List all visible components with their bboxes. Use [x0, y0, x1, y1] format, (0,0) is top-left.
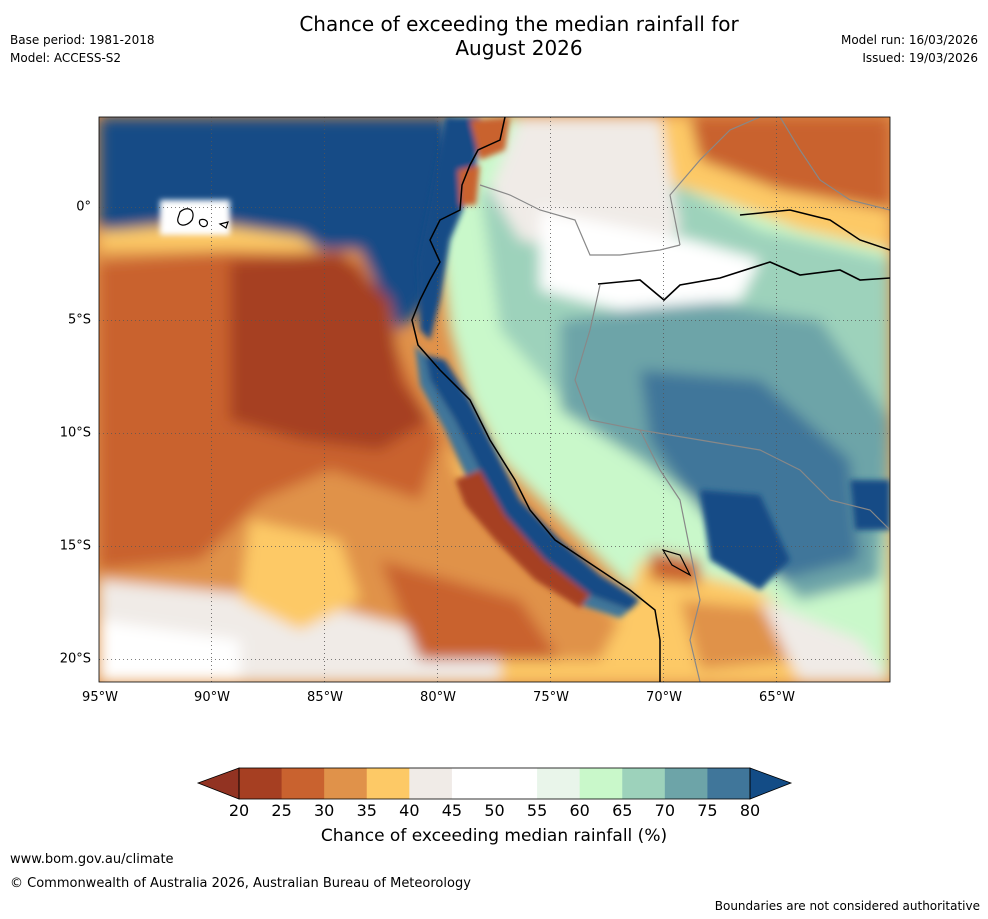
colorbar-label: Chance of exceeding median rainfall (%) [320, 826, 668, 846]
rainfall-probability-field [99, 117, 890, 682]
colorbar-tick-label: 35 [356, 801, 377, 820]
lat-label-20s: 20°S [59, 651, 91, 667]
colorbar-tick-label: 25 [271, 801, 292, 820]
lake-titicaca [661, 548, 692, 577]
colorbar-segment [239, 768, 283, 799]
galapagos-islet [218, 221, 229, 229]
colorbar-segment [409, 768, 453, 799]
colorbar-segment [451, 768, 495, 799]
issued-date: Issued: 19/03/2026 [862, 51, 978, 65]
amazon-river [597, 261, 890, 302]
colorbar-tick-label: 20 [228, 801, 250, 820]
colorbar-segments [239, 768, 751, 799]
lat-label-0: 0° [76, 199, 91, 215]
meta-right: Model run: 16/03/2026 Issued: 19/03/2026 [841, 31, 978, 67]
meta-left: Base period: 1981-2018 Model: ACCESS-S2 [10, 31, 155, 67]
map-frame [98, 116, 891, 683]
colorbar-tick-label: 55 [526, 801, 548, 820]
colorbar-segment [324, 768, 368, 799]
colorbar-frame [238, 767, 751, 800]
colorbar-tick-label: 70 [654, 801, 676, 820]
colorbar-segment [494, 768, 538, 799]
colorbar-segment [537, 768, 581, 799]
colorbar-tick-label: 40 [399, 801, 420, 820]
colorbar-segment [622, 768, 666, 799]
boundaries-disclaimer: Boundaries are not considered authoritat… [714, 899, 980, 913]
lat-label-10s: 10°S [59, 425, 91, 441]
model-name: Model: ACCESS-S2 [10, 51, 122, 65]
colorbar-segment [579, 768, 623, 799]
lat-label-15s: 15°S [59, 538, 91, 554]
lon-label-70w: 70°W [646, 690, 682, 705]
lon-label-75w: 75°W [533, 690, 569, 705]
chart-title: Chance of exceeding the median rainfall … [0, 12, 988, 60]
website-link[interactable]: www.bom.gov.au/climate [10, 852, 174, 867]
colorbar-segment [366, 768, 410, 799]
colorbar-segment [664, 768, 708, 799]
lon-label-95w: 95°W [82, 690, 118, 705]
lat-label-5s: 5°S [67, 312, 91, 328]
colorbar-segment [707, 768, 751, 799]
country-borders [479, 117, 890, 682]
colorbar-tick-label: 50 [484, 801, 505, 820]
colorbar-under-arrow [196, 767, 240, 800]
colorbar-segment [281, 768, 325, 799]
colorbar-tick-label: 80 [739, 801, 761, 820]
galapagos-island-small [198, 218, 209, 228]
coastlines [177, 117, 890, 682]
colorbar-tick-label: 65 [612, 801, 633, 820]
colorbar-tick-label: 75 [697, 801, 718, 820]
lon-label-90w: 90°W [194, 690, 230, 705]
south-america-coastline [411, 117, 661, 682]
rio-negro [739, 209, 890, 251]
colorbar-over-arrow [749, 767, 793, 800]
lon-label-65w: 65°W [759, 690, 795, 705]
lon-label-85w: 85°W [307, 690, 343, 705]
model-run: Model run: 16/03/2026 [840, 33, 978, 47]
title-line-1: Chance of exceeding the median rainfall … [299, 12, 739, 36]
colorbar-tick-label: 30 [313, 801, 335, 820]
colorbar-tick-label: 60 [569, 801, 590, 820]
copyright-text: © Commonwealth of Australia 2026, Austra… [10, 876, 471, 891]
colorbar [196, 767, 793, 800]
base-period: Base period: 1981-2018 [10, 33, 155, 47]
colorbar-tick-label: 45 [441, 801, 463, 820]
title-line-2: August 2026 [455, 36, 583, 60]
galapagos-island [177, 208, 194, 226]
lon-label-80w: 80°W [420, 690, 456, 705]
